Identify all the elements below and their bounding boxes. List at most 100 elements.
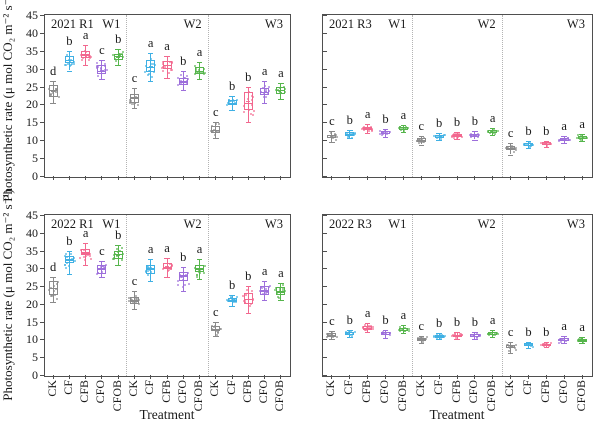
sig-letter-ck: c: [418, 118, 425, 133]
data-point-cfb: [89, 258, 92, 261]
x-tick: [510, 375, 512, 379]
sig-letter-cfb: b: [543, 123, 550, 138]
mean-marker-cfob: [197, 268, 202, 270]
data-point-cfb: [83, 258, 86, 261]
data-point-ck: [512, 345, 515, 348]
data-point-cfo: [558, 338, 561, 341]
section-separator: [126, 15, 128, 177]
y-tick: [323, 50, 327, 52]
data-point-cf: [145, 269, 147, 272]
data-point-cfo: [264, 292, 267, 295]
data-point-cf: [531, 345, 534, 348]
data-point-cfo: [379, 133, 382, 136]
y-tick-label: 40: [26, 25, 38, 40]
sig-letter-cfo: a: [261, 64, 268, 79]
data-point-ck: [328, 333, 331, 336]
data-point-cfo: [383, 129, 386, 132]
sig-letter-ck: c: [213, 304, 219, 319]
data-point-cfob: [403, 127, 406, 130]
data-point-cfob: [284, 289, 287, 292]
data-point-cf: [350, 334, 353, 337]
whisker-cap: [364, 133, 371, 135]
whisker-cap: [50, 81, 56, 83]
sig-letter-cf: b: [66, 33, 73, 48]
mean-marker-cfob: [490, 333, 495, 335]
data-point-cfb: [82, 57, 85, 59]
data-point-cfob: [121, 51, 124, 54]
box-ck: [211, 125, 221, 134]
data-point-cfb: [79, 256, 82, 259]
x-tick-label-cfob: CFOB: [272, 380, 287, 412]
x-tick-label-cfo: CFO: [174, 380, 189, 404]
x-tick: [280, 176, 282, 180]
y-tick: [39, 303, 44, 305]
x-tick: [101, 176, 103, 180]
y-tick: [323, 232, 327, 234]
mean-marker-ck: [213, 129, 218, 131]
data-point-cfo: [568, 138, 571, 141]
whisker-cfb: [247, 86, 249, 123]
data-point-cfo: [95, 61, 98, 64]
data-point-cf: [349, 330, 352, 333]
whisker-cap: [472, 339, 478, 341]
data-point-cf: [528, 145, 531, 148]
whisker-cap: [507, 342, 514, 344]
data-point-cf: [227, 298, 230, 301]
whisker-cfb: [367, 322, 369, 333]
mean-marker-cf: [437, 336, 442, 338]
sig-letter-cfob: a: [489, 111, 496, 126]
data-point-cfo: [560, 341, 562, 344]
y-tick-label: 10: [26, 332, 38, 347]
y-tick-label: 35: [26, 243, 38, 258]
sig-letter-cf: b: [525, 324, 532, 339]
y-tick: [323, 158, 327, 160]
data-point-ck: [422, 340, 425, 343]
median-line-cfb: [162, 266, 172, 268]
x-tick-label-cf: CF: [520, 380, 534, 395]
whisker-cap: [382, 337, 389, 339]
y-tick: [323, 104, 327, 106]
x-tick: [581, 176, 583, 180]
data-point-ck: [508, 347, 511, 350]
x-tick: [456, 176, 458, 180]
whisker-cfo: [182, 70, 184, 91]
data-point-cfo: [262, 95, 265, 98]
sig-letter-cfb: b: [245, 69, 252, 84]
x-tick-label-cfo: CFO: [93, 380, 108, 404]
data-point-cfob: [403, 129, 406, 132]
whisker-cap: [82, 264, 89, 266]
mean-marker-ck: [132, 300, 137, 302]
whisker-cap: [418, 335, 425, 337]
sig-letter-ck: c: [329, 114, 335, 129]
x-tick: [492, 375, 494, 379]
data-point-cfo: [258, 289, 261, 292]
whisker-cap: [489, 337, 496, 339]
whisker-cap: [245, 312, 252, 314]
y-tick-label: 30: [26, 261, 38, 276]
water-level-label: W2: [183, 17, 202, 31]
data-point-cfo: [99, 66, 102, 69]
data-point-cfob: [486, 333, 489, 336]
sig-letter-cfob: a: [579, 117, 585, 132]
data-point-ck: [416, 336, 419, 339]
data-point-cfob: [196, 274, 199, 277]
data-point-cf: [433, 335, 435, 338]
mean-marker-cfob: [490, 131, 495, 133]
data-point-cfob: [282, 288, 284, 290]
x-tick: [134, 375, 135, 379]
whisker-cfo: [101, 59, 103, 80]
data-point-ck: [55, 90, 58, 93]
whisker-ck: [331, 330, 333, 340]
x-tick: [492, 176, 494, 180]
sig-letter-cf: b: [525, 123, 532, 138]
data-point-cf: [226, 299, 229, 302]
whisker-cap: [164, 257, 170, 259]
data-point-cf: [233, 100, 236, 103]
mean-marker-cfo: [181, 276, 186, 278]
whisker-cap: [99, 261, 105, 263]
data-point-cf: [64, 253, 67, 256]
data-point-cfb: [249, 304, 252, 307]
sig-letter-cfb: b: [453, 114, 461, 129]
data-point-cf: [69, 252, 72, 255]
x-tick: [528, 176, 529, 180]
